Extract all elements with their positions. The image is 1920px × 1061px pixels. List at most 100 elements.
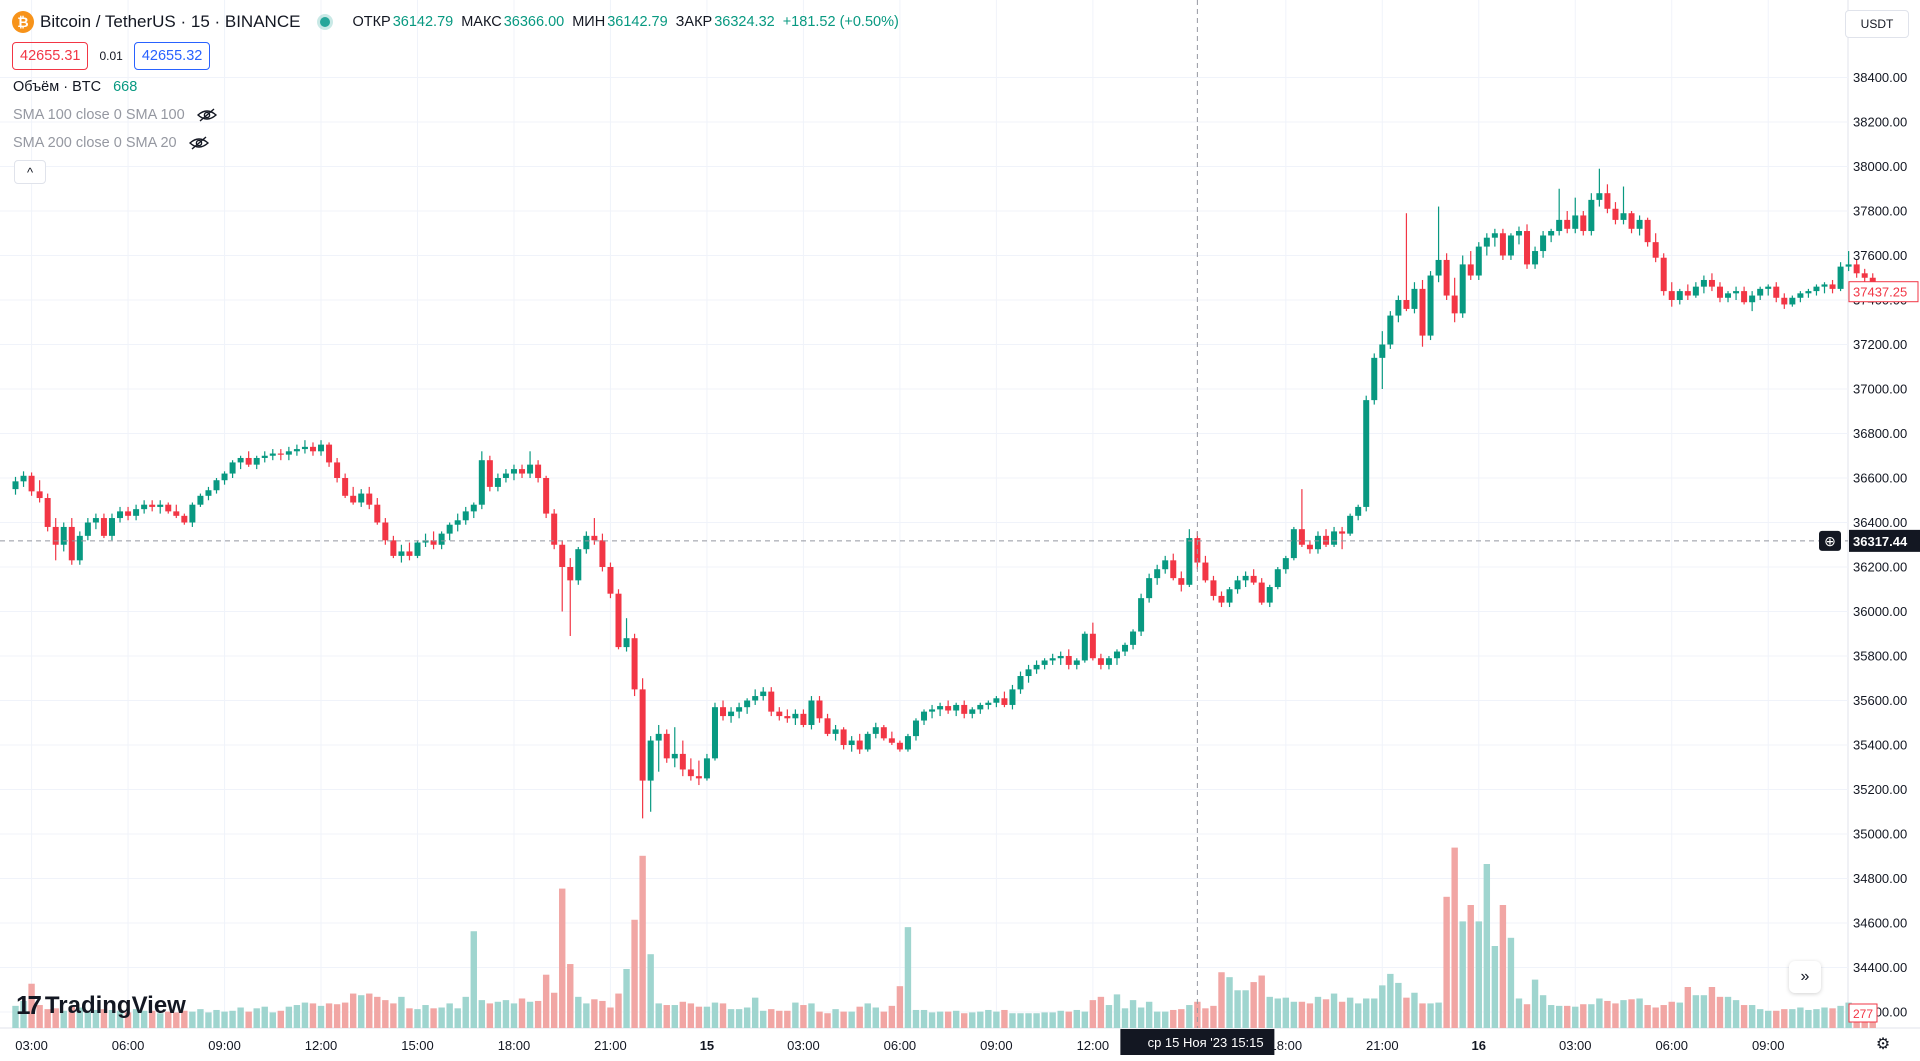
collapse-legend-button[interactable]: ^: [14, 160, 46, 184]
volume-bar: [936, 1011, 944, 1028]
volume-bar: [1097, 996, 1105, 1028]
candle-body: [277, 453, 284, 455]
candle-body: [768, 691, 775, 712]
volume-bar: [1483, 864, 1491, 1028]
candle-body: [1234, 580, 1241, 590]
volume-bar: [36, 1005, 43, 1028]
buy-button[interactable]: 42655.32: [133, 42, 211, 70]
volume-bar: [1588, 1004, 1595, 1028]
volume-legend[interactable]: Объём · BTC 668: [13, 79, 137, 95]
candle-body: [1186, 538, 1193, 585]
candle-body: [502, 473, 509, 478]
volume-bar: [1604, 1000, 1611, 1028]
hidden-eye-icon[interactable]: [196, 108, 217, 122]
volume-bar: [1628, 999, 1635, 1028]
candle-body: [591, 535, 598, 541]
volume-bar: [1555, 1005, 1563, 1028]
candle-body: [1081, 633, 1088, 661]
volume-bar: [1250, 982, 1257, 1028]
candle-body: [1097, 658, 1104, 665]
candle-body: [221, 473, 228, 481]
volume-bar: [1202, 1008, 1209, 1028]
price-tick-label: 37200.00: [1853, 337, 1907, 352]
candle-body: [1387, 315, 1394, 345]
volume-bar: [1475, 921, 1482, 1028]
time-tick-label: 09:00: [1752, 1038, 1785, 1053]
sma-100-legend[interactable]: SMA 100 close 0 SMA 100: [13, 107, 217, 123]
volume-bar: [832, 1009, 839, 1028]
add-alert-icon[interactable]: ⊕: [1824, 533, 1836, 549]
candle-body: [1314, 535, 1321, 550]
volume-bar: [1419, 1003, 1426, 1028]
candle-body: [1331, 531, 1338, 545]
candle-body: [671, 753, 678, 759]
volume-bar: [1829, 1008, 1836, 1028]
market-status-icon[interactable]: [320, 17, 331, 27]
volume-bar: [1314, 996, 1322, 1028]
candle-body: [245, 457, 252, 465]
sma-200-legend[interactable]: SMA 200 close 0 SMA 20: [13, 135, 209, 151]
volume-bar: [1668, 1001, 1675, 1028]
volume-bar: [108, 1009, 116, 1028]
chart-settings-button[interactable]: ⚙: [1873, 1034, 1893, 1054]
scroll-to-realtime-button[interactable]: »: [1789, 961, 1821, 993]
symbol-header[interactable]: ₿ Bitcoin / TetherUS · 15 · BINANCE ОТКР…: [12, 10, 907, 34]
high-label: МАКС: [461, 14, 502, 30]
candle-body: [655, 733, 662, 741]
candle-body: [599, 540, 606, 567]
volume-bar: [430, 1008, 437, 1028]
tradingview-logo[interactable]: 17 TradingView: [16, 990, 186, 1021]
high-value: 36366.00: [503, 14, 565, 30]
candle-body: [1475, 246, 1482, 276]
price-tick-label: 36400.00: [1853, 515, 1907, 530]
candle-body: [1805, 291, 1812, 294]
volume-bar: [711, 1002, 719, 1028]
candle-body: [334, 462, 341, 478]
candle-body: [237, 457, 244, 463]
candle-body: [1532, 251, 1539, 265]
volume-bar: [1242, 990, 1249, 1028]
volume-bar: [896, 986, 904, 1028]
volume-bar: [1403, 997, 1410, 1028]
volume-bar: [920, 1009, 928, 1028]
volume-bar: [438, 1007, 445, 1028]
volume-bar: [221, 1011, 228, 1028]
candle-body: [1138, 598, 1145, 632]
volume-bar: [1081, 1011, 1089, 1028]
volume-bar: [301, 1002, 309, 1028]
sell-button[interactable]: 42655.31: [12, 42, 89, 70]
volume-bar: [1387, 973, 1394, 1028]
trade-panel: 42655.31 0.01 42655.32: [12, 42, 211, 70]
candle-body: [953, 704, 960, 711]
candle-body: [398, 551, 405, 556]
candle-body: [358, 493, 365, 503]
candle-body: [784, 716, 791, 719]
candle-body: [760, 691, 767, 697]
time-tick-label: 09:00: [208, 1038, 241, 1053]
volume-bar: [124, 1012, 132, 1028]
candle-body: [519, 469, 526, 474]
candle-body: [1274, 569, 1281, 588]
price-tick-label: 34800.00: [1853, 871, 1907, 886]
candle-body: [1628, 213, 1635, 229]
crosshair-price-label-bg: [1849, 529, 1920, 552]
candle-body: [615, 593, 622, 648]
candle-body: [1427, 275, 1434, 336]
currency-selector[interactable]: USDT: [1845, 10, 1909, 38]
volume-bar: [1612, 1003, 1619, 1028]
volume-bar: [253, 1008, 260, 1028]
candle-body: [1668, 291, 1675, 300]
volume-bar: [1218, 972, 1225, 1028]
candle-body: [108, 518, 115, 536]
candle-body: [261, 455, 268, 458]
candle-body: [1684, 291, 1691, 296]
symbol-title[interactable]: Bitcoin / TetherUS · 15 · BINANCE: [40, 12, 301, 31]
candle-body: [1845, 264, 1852, 267]
candle-body: [872, 727, 879, 734]
hidden-eye-icon[interactable]: [188, 136, 209, 150]
candle-body: [1371, 357, 1378, 401]
candle-body: [253, 457, 260, 465]
volume-bar: [1740, 1005, 1748, 1028]
candle-body: [1604, 193, 1611, 209]
